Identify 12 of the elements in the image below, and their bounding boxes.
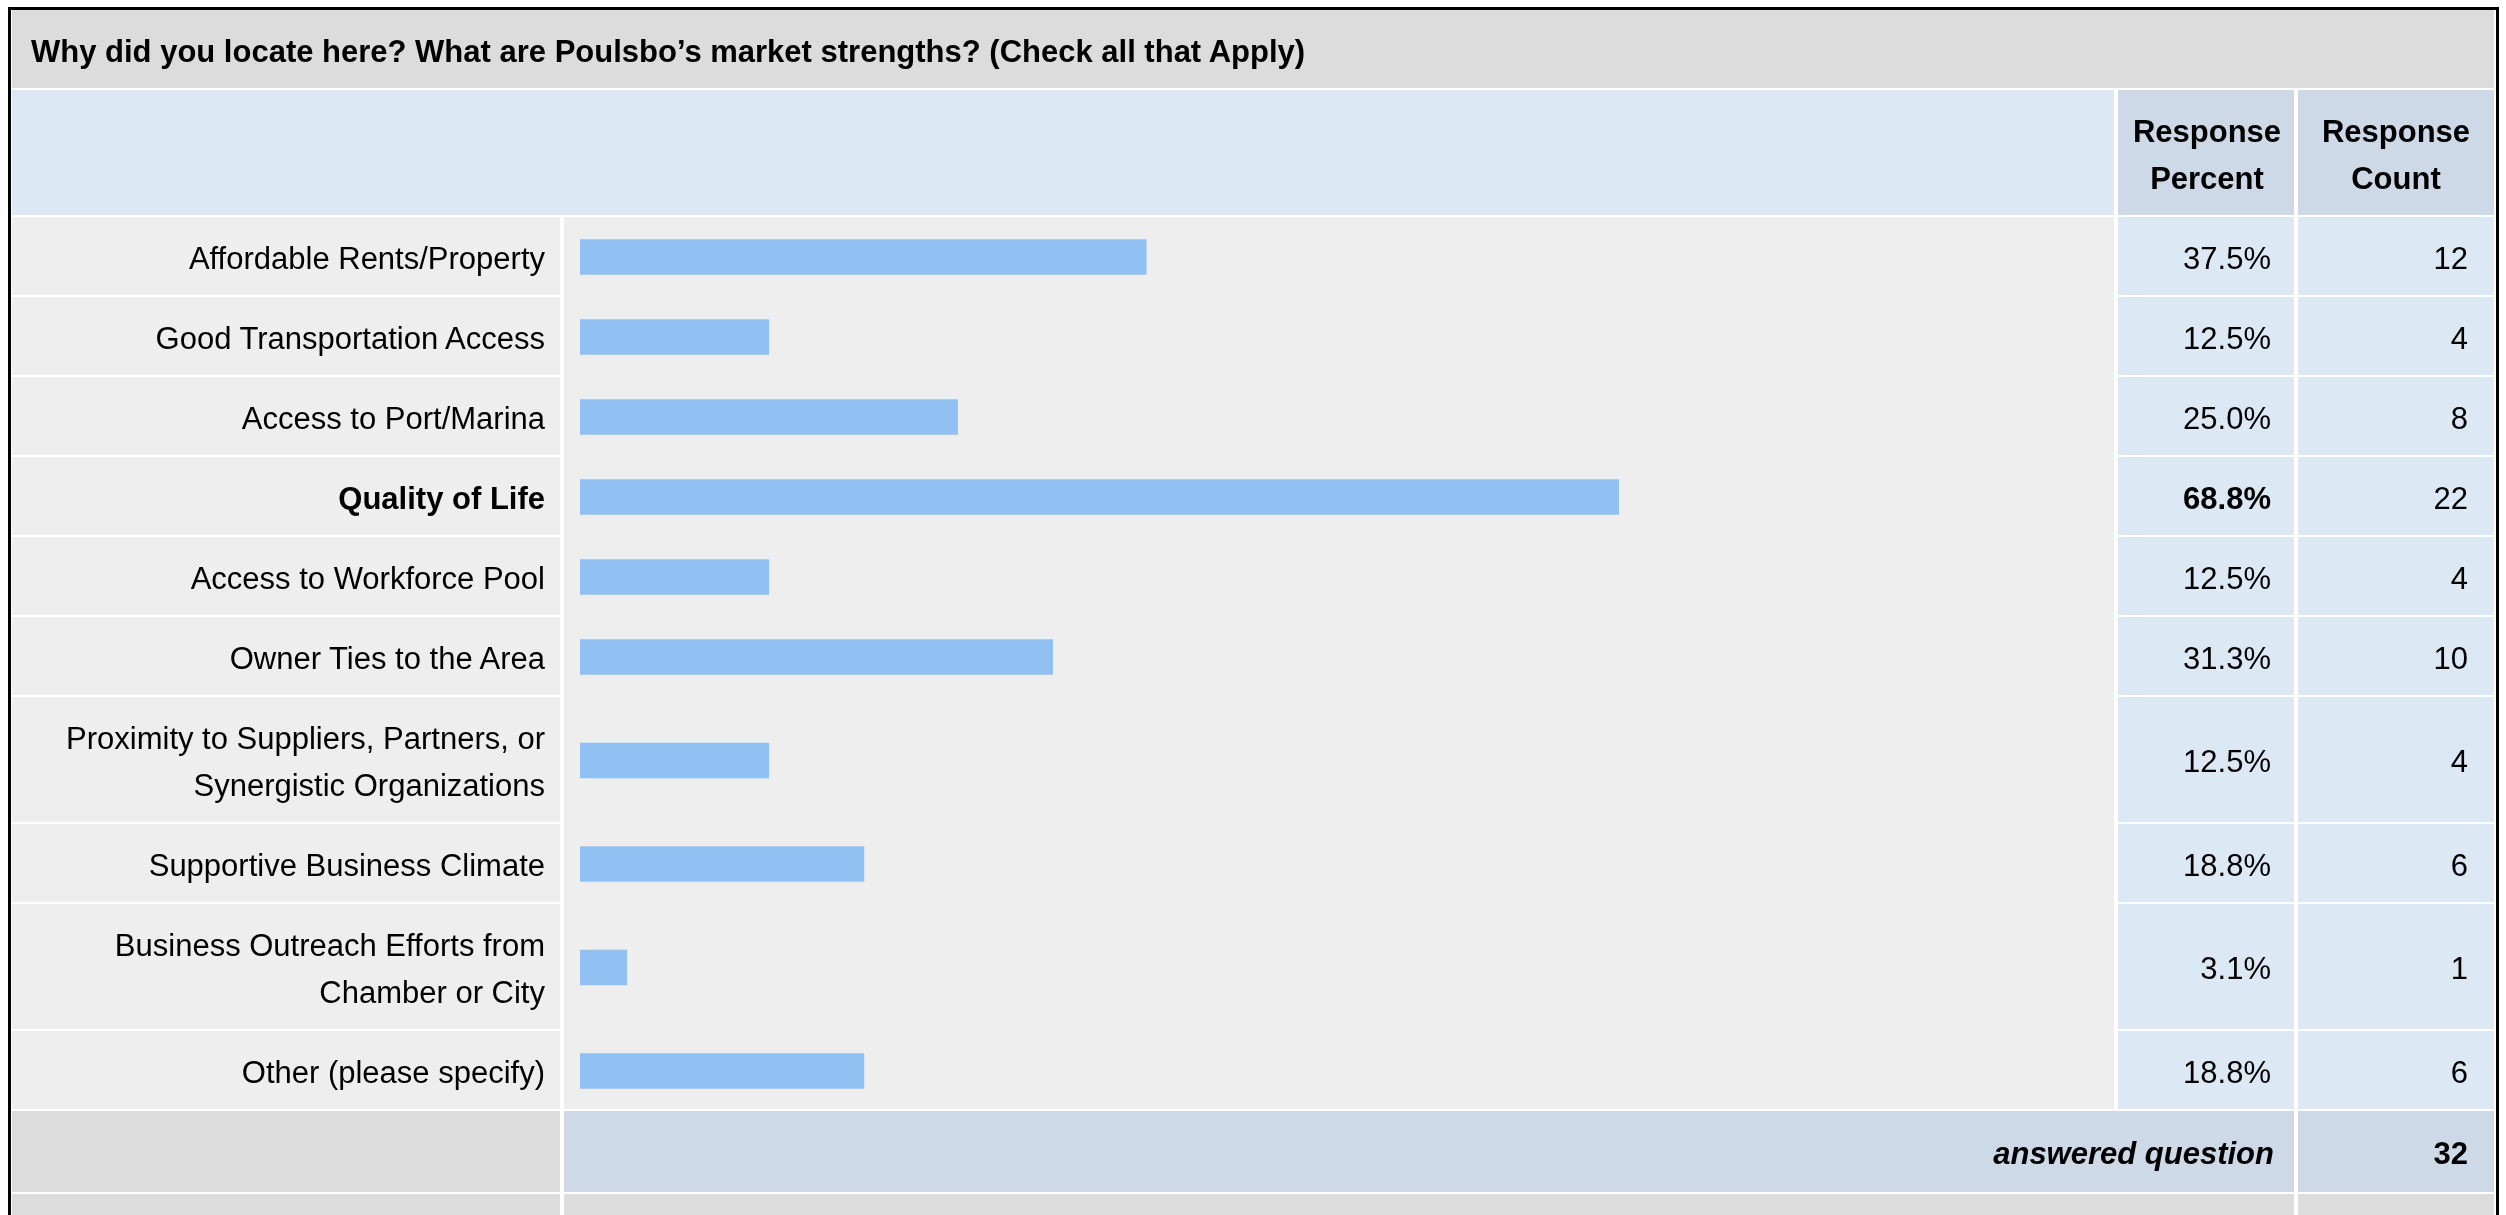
y-tick-label: Affordable Rents/Property xyxy=(187,239,545,278)
y-tick-label: Access to Workforce Pool xyxy=(189,559,545,598)
y-tick-label: Quality of Life xyxy=(337,479,545,518)
y-tick-label: Access to Port/Marina xyxy=(240,399,545,438)
chart-title: Why did you locate here? What are Poulsbo’s market strengths? (Check all that Apply) xyxy=(31,32,1307,71)
y-tick-label: Other (please specify) xyxy=(240,1053,545,1092)
y-tick-label: Good Transportation Access xyxy=(154,319,545,358)
y-tick-label: Owner Ties to the Area xyxy=(228,639,545,678)
text: answered question xyxy=(1993,1135,2274,1173)
y-tick-label: Proximity to Suppliers, Partners, or Synergistic Organizations xyxy=(65,719,545,805)
y-tick-label: Business Outreach Efforts from Chamber or City xyxy=(113,926,545,1012)
y-tick-label: Supportive Business Climate xyxy=(147,846,545,885)
